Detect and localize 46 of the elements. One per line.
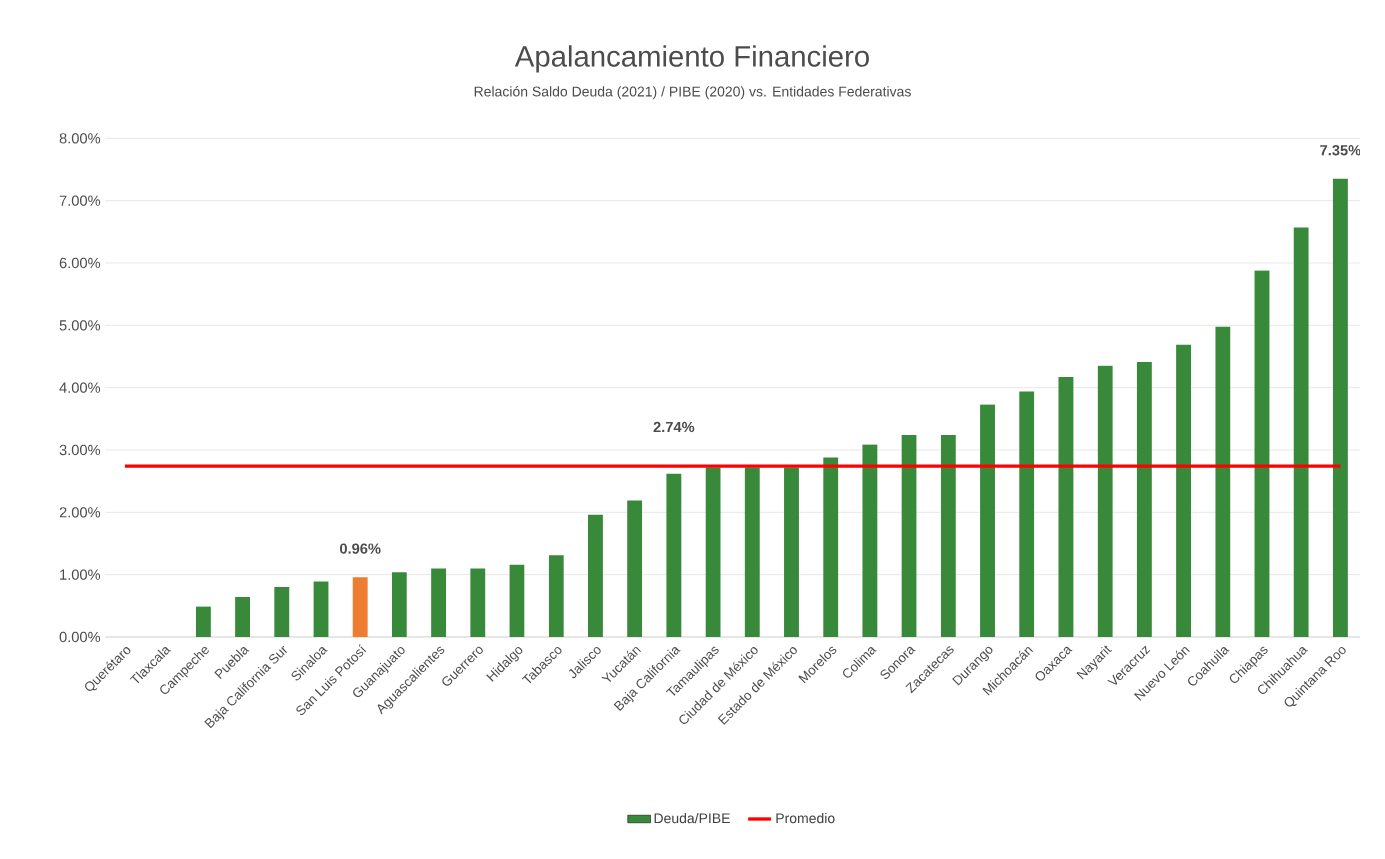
legend-label: Promedio — [776, 812, 835, 824]
bar — [1293, 227, 1309, 637]
bar — [666, 473, 682, 637]
bar — [1332, 178, 1348, 637]
chart-title: Apalancamiento Financiero — [514, 45, 869, 73]
bar — [470, 568, 486, 637]
bar — [588, 514, 603, 637]
y-tick-label: 8.00% — [59, 133, 101, 144]
bar — [235, 597, 251, 637]
bar — [901, 435, 917, 637]
bar — [744, 467, 760, 637]
bar — [627, 500, 643, 637]
bar — [274, 587, 290, 637]
y-tick-label: 7.00% — [59, 195, 101, 206]
bar — [784, 467, 799, 637]
bar — [1176, 344, 1192, 637]
y-tick-label: 4.00% — [59, 382, 101, 393]
legend-label: Deuda/PIBE — [654, 812, 730, 824]
bar — [1097, 365, 1113, 637]
chart-subtitle: Relación Saldo Deuda (2021) / PIBE (2020) vs. Entidades Federativas — [474, 86, 911, 100]
bar — [313, 581, 329, 637]
bar — [1136, 362, 1152, 637]
y-tick-label: 3.00% — [59, 444, 101, 456]
data-label: 2.74% — [653, 421, 695, 433]
y-tick-label: 1.00% — [60, 569, 101, 580]
bar — [1058, 377, 1074, 637]
bar — [823, 457, 839, 637]
bar — [1254, 270, 1270, 637]
bar — [431, 568, 447, 637]
data-label: 0.96% — [339, 543, 381, 554]
bar — [352, 577, 368, 637]
bar — [548, 555, 564, 637]
bar — [940, 435, 956, 637]
y-tick-label: 5.00% — [59, 320, 101, 331]
data-label: 7.35% — [1320, 145, 1361, 156]
bar — [1215, 326, 1231, 637]
bar — [705, 467, 721, 637]
bar — [1019, 391, 1035, 637]
bar — [195, 606, 211, 637]
y-tick-label: 6.00% — [59, 257, 101, 269]
bar — [862, 444, 878, 637]
bar — [980, 404, 995, 637]
y-tick-label: 2.00% — [59, 507, 101, 518]
y-tick-label: 0.00% — [59, 631, 101, 643]
bar — [391, 572, 407, 637]
bar — [509, 564, 525, 637]
